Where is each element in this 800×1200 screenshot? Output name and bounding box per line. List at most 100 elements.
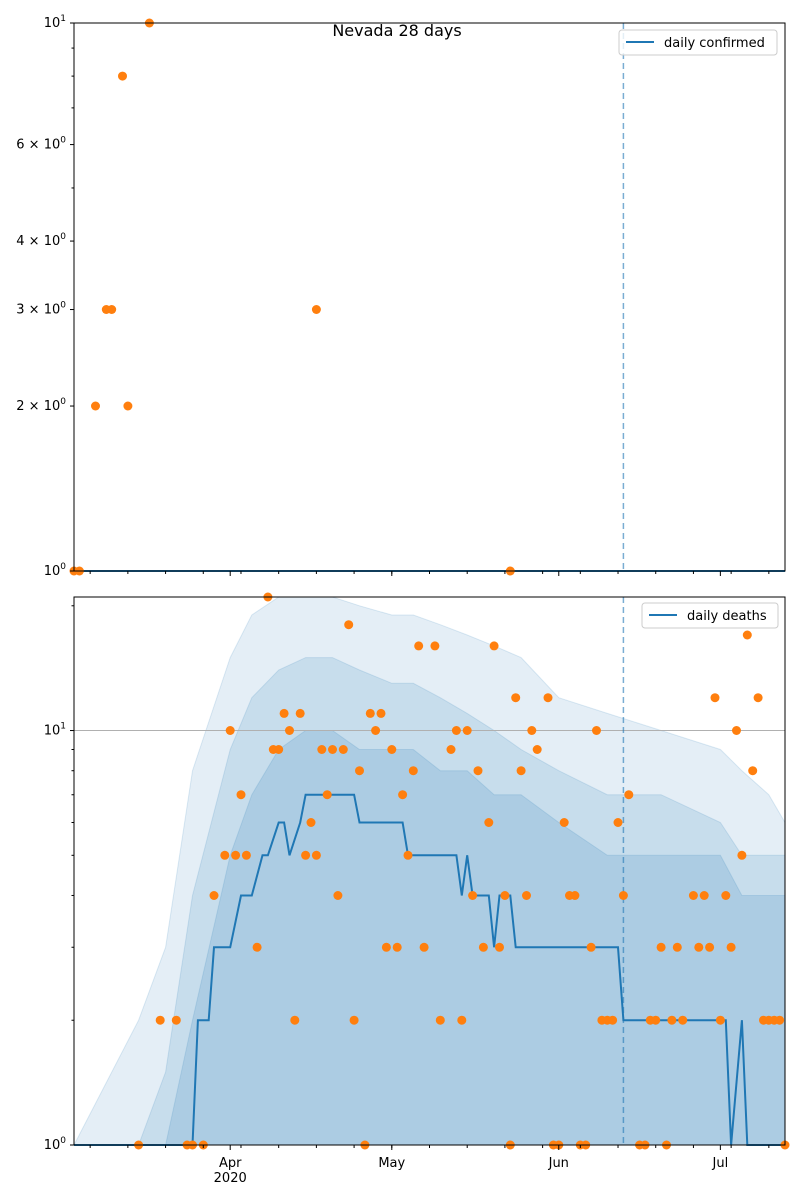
deaths-data-point (457, 1015, 467, 1025)
deaths-data-point (624, 790, 634, 800)
deaths-data-point (371, 726, 381, 735)
deaths-data-point (295, 708, 305, 718)
deaths-data-point (726, 942, 736, 952)
y-tick-label: 3 × 100 (16, 301, 66, 318)
deaths-data-point (236, 790, 246, 800)
deaths-data-point (516, 766, 526, 776)
confirmed-legend: daily confirmed (618, 29, 778, 56)
deaths-data-point (527, 726, 537, 735)
y-tick-label: 4 × 100 (16, 232, 66, 249)
deaths-data-point (285, 726, 294, 735)
deaths-data-point (613, 818, 623, 827)
deaths-data-point (468, 891, 478, 900)
deaths-data-point (381, 942, 391, 952)
deaths-data-point (608, 1015, 618, 1025)
y-tick-label: 6 × 100 (16, 136, 66, 153)
deaths-data-point (392, 942, 402, 952)
deaths-data-point (748, 766, 758, 776)
deaths-data-point (688, 891, 698, 900)
deaths-data-point (586, 942, 596, 952)
confirmed-data-point (311, 305, 321, 314)
deaths-data-point (656, 942, 666, 952)
deaths-data-point (732, 726, 741, 735)
deaths-data-point (451, 726, 461, 735)
deaths-data-point (721, 891, 731, 900)
deaths-data-point (252, 942, 262, 952)
deaths-data-point (511, 693, 521, 703)
confirmed-data-point (107, 305, 117, 314)
deaths-data-point (592, 726, 601, 735)
deaths-data-point (532, 745, 542, 754)
x-tick-label: Jun (548, 1156, 569, 1171)
deaths-data-point (495, 942, 504, 952)
deaths-data-point (543, 693, 553, 703)
deaths-data-point (311, 850, 321, 860)
deaths-data-point (710, 693, 720, 703)
deaths-data-point (430, 641, 440, 651)
deaths-data-point (225, 726, 235, 735)
deaths-data-point (408, 766, 418, 776)
deaths-data-point (306, 818, 316, 827)
deaths-data-point (435, 1015, 445, 1025)
chart-title: Nevada 28 days (332, 21, 461, 40)
legend-label-daily-deaths: daily deaths (687, 609, 767, 624)
deaths-data-point (489, 641, 499, 651)
deaths-data-point (241, 850, 251, 860)
deaths-data-point (522, 891, 531, 900)
deaths-data-point (699, 891, 709, 900)
deaths-series-line (74, 793, 785, 1146)
deaths-data-point (338, 745, 348, 754)
deaths-data-point (220, 850, 230, 860)
deaths-data-point (209, 891, 219, 900)
deaths-data-point (484, 818, 494, 827)
deaths-data-point (376, 708, 386, 718)
deaths-data-point (446, 745, 456, 754)
confirmed-data-point (123, 401, 133, 411)
deaths-data-point (414, 641, 424, 651)
deaths-data-point (365, 708, 375, 718)
deaths-data-point (559, 818, 569, 827)
y-tick-label: 2 × 100 (16, 397, 66, 414)
deaths-data-point (672, 942, 682, 952)
deaths-data-point (618, 891, 628, 900)
deaths-data-point (651, 1015, 661, 1025)
deaths-data-point (231, 850, 241, 860)
deaths-data-point (274, 745, 284, 754)
deaths-data-point (462, 726, 472, 735)
deaths-data-point (500, 891, 510, 900)
x-tick-year-label: 2020 (214, 1171, 247, 1186)
deaths-data-point (419, 942, 429, 952)
deaths-data-point (344, 620, 354, 630)
deaths-data-point (349, 1015, 359, 1025)
deaths-data-point (171, 1015, 181, 1025)
deaths-data-point (398, 790, 408, 800)
deaths-data-point (403, 850, 413, 860)
deaths-data-point (155, 1015, 165, 1025)
confirmed-data-point (91, 401, 100, 411)
deaths-data-point (473, 766, 483, 776)
deaths-data-point (742, 630, 752, 640)
deaths-data-point (667, 1015, 677, 1025)
legend-label-daily-confirmed: daily confirmed (664, 36, 765, 51)
deaths-data-point (737, 850, 747, 860)
deaths-data-point (570, 891, 580, 900)
deaths-data-point (322, 790, 332, 800)
deaths-data-point (301, 850, 311, 860)
confirmed-data-point (118, 71, 127, 81)
deaths-data-point (387, 745, 397, 754)
deaths-data-point (355, 766, 364, 776)
deaths-data-point (705, 942, 715, 952)
deaths-data-point (775, 1015, 785, 1025)
deaths-data-point (317, 745, 327, 754)
deaths-data-point (678, 1015, 688, 1025)
x-tick-label: Jul (712, 1156, 729, 1171)
deaths-data-point (715, 1015, 725, 1025)
x-tick-label: May (378, 1156, 405, 1171)
deaths-data-point (333, 891, 343, 900)
deaths-data-point (279, 708, 289, 718)
x-tick-label: Apr (219, 1156, 242, 1171)
deaths-data-point (290, 1015, 300, 1025)
